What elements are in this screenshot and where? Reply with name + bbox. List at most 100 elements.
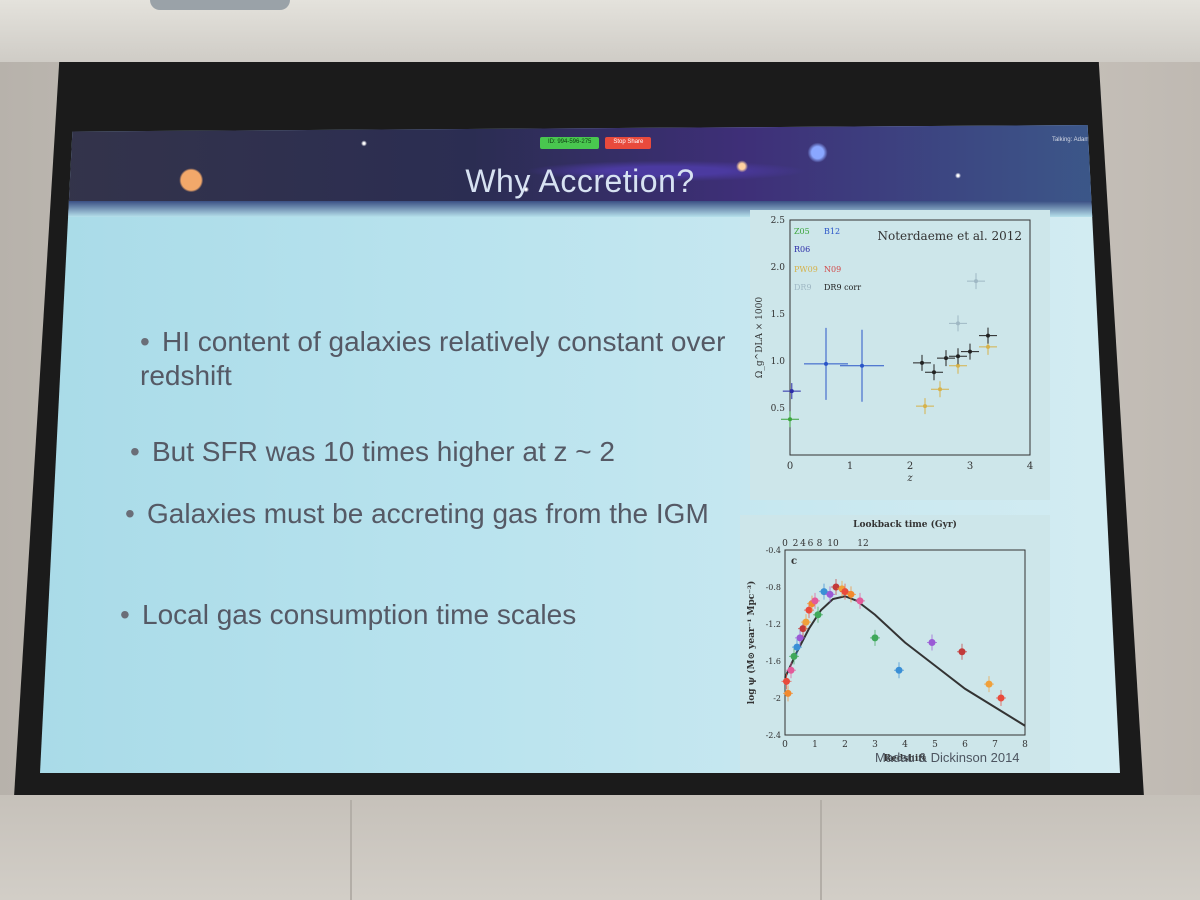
y-axis-label: log ψ (M⊙ year⁻¹ Mpc⁻³) [746,581,757,704]
data-point [820,588,828,596]
data-point [789,389,794,394]
x2-tick-label: 12 [857,539,868,549]
x2-tick-label: 10 [827,539,839,549]
data-point [986,333,990,338]
data-point [928,639,936,646]
data-point [783,677,790,685]
data-point [790,652,798,660]
plot-frame [789,219,1031,456]
data-point [958,648,966,656]
slide-title: Why Accretion? [465,163,695,199]
x-tick-label: 4 [902,740,908,750]
bullet-dot-icon: • [140,326,150,357]
x-tick-label: 5 [932,740,938,750]
data-point [832,583,840,591]
data-point [871,634,879,642]
bullet-text: Local gas consumption time scales [142,599,577,630]
x-tick-label: 1 [812,740,818,750]
x-tick-label: 2 [842,740,848,750]
x2-axis-label: Lookback time (Gyr) [853,519,957,530]
x-tick-label: 3 [967,461,973,472]
legend-entry: DR9 corr [824,283,861,292]
x-tick-label: 0 [782,740,788,750]
data-point [932,370,936,375]
bullet-item: • Galaxies must be accreting gas from the… [125,497,725,531]
ceiling [0,0,1200,62]
bullet-item: • HI content of galaxies relatively const… [140,325,740,393]
legend-entry: DR9 [794,283,812,292]
x-tick-label: 1 [847,461,853,472]
talking-indicator: Talking: Adam Ste [1051,137,1100,143]
data-point [784,689,792,697]
y-tick-label: -0.4 [766,546,781,555]
data-point [805,606,813,614]
bullet-text: But SFR was 10 times higher at z ~ 2 [152,436,615,467]
chart-title: Noterdaeme et al. 2012 [877,229,1022,243]
y-tick-label: 1.5 [771,310,786,320]
bullet-dot-icon: • [120,599,130,630]
meeting-id-badge[interactable]: ID: 994-596-275 [540,137,600,149]
x-tick-label: 3 [872,740,878,750]
data-point [938,387,942,392]
data-point [788,417,792,422]
bullet-dot-icon: • [130,436,140,467]
data-point [986,344,990,349]
data-point [956,354,960,359]
dla-density-figure: 0 1 2 3 4 0.5 1.0 1.5 2.0 2.5 z Ω_g^DLA × 1000 Noter… [750,210,1050,500]
data-point [920,360,924,365]
data-point [974,279,978,284]
x2-tick-label: 2 [793,539,799,549]
data-point [923,404,927,409]
data-point [968,349,972,354]
data-point [956,321,960,326]
data-point [802,618,810,626]
data-point [856,597,864,605]
y-tick-label: 2.0 [771,263,786,273]
legend-entry: PW09 [794,265,818,274]
x2-tick-label: 6 [808,539,814,549]
legend-entry: R06 [794,245,810,254]
x-tick-label: 0 [787,461,793,472]
y-tick-label: -0.8 [766,583,781,592]
data-point [799,625,807,633]
data-point [985,680,993,688]
x-axis-label: z [906,473,913,484]
y-tick-label: 2.5 [771,216,786,226]
y-tick-label: 1.0 [771,357,786,367]
bullet-text: Galaxies must be accreting gas from the … [147,498,709,529]
panel-label: c [791,556,797,567]
screen-share-toolbar: ID: 994-596-275 Stop Share [540,137,652,149]
bullet-item: • Local gas consumption time scales [120,598,576,632]
data-point [847,590,855,598]
legend-entry: Z05 [794,227,810,236]
x-tick-label: 7 [992,740,998,750]
bullet-text: HI content of galaxies relatively consta… [140,326,726,391]
plot-frame [784,549,1026,736]
data-point [841,588,849,596]
x-tick-label: 4 [1027,461,1033,472]
stop-share-button[interactable]: Stop Share [605,137,652,149]
data-point [814,611,822,619]
y-tick-label: 0.5 [771,404,786,414]
y-axis-label: Ω_g^DLA × 1000 [755,297,765,378]
y-tick-label: -1.6 [766,657,781,666]
bullet-item: • But SFR was 10 times higher at z ~ 2 [130,435,615,469]
wall-seam [820,800,822,900]
y-tick-label: -2 [773,694,781,703]
data-point [895,666,903,674]
data-point [811,597,819,605]
x-tick-label: 2 [907,461,913,472]
y-tick-label: -2.4 [766,731,781,740]
sfr-density-figure: Lookback time (Gyr) 0 2 4 6 8 10 12 0 1 2 3 4 5 6 7 8 -0.… [740,515,1050,773]
sfr-density-chart: Lookback time (Gyr)0 2 4 6 8 10 120 1 2 3 4 5 6 7 8-0.… [746,519,1028,764]
y-tick-label: -1.2 [766,620,781,629]
figure-credit-bottom: Madau & Dickinson 2014 [875,750,1020,765]
data-point [956,363,960,368]
x2-tick-label: 4 [800,539,806,549]
x-tick-label: 8 [1022,740,1028,750]
legend-entry: B12 [824,227,840,236]
bullet-dot-icon: • [125,498,135,529]
x2-tick-label: 8 [817,539,823,549]
data-point [793,643,801,651]
data-point [826,590,834,598]
